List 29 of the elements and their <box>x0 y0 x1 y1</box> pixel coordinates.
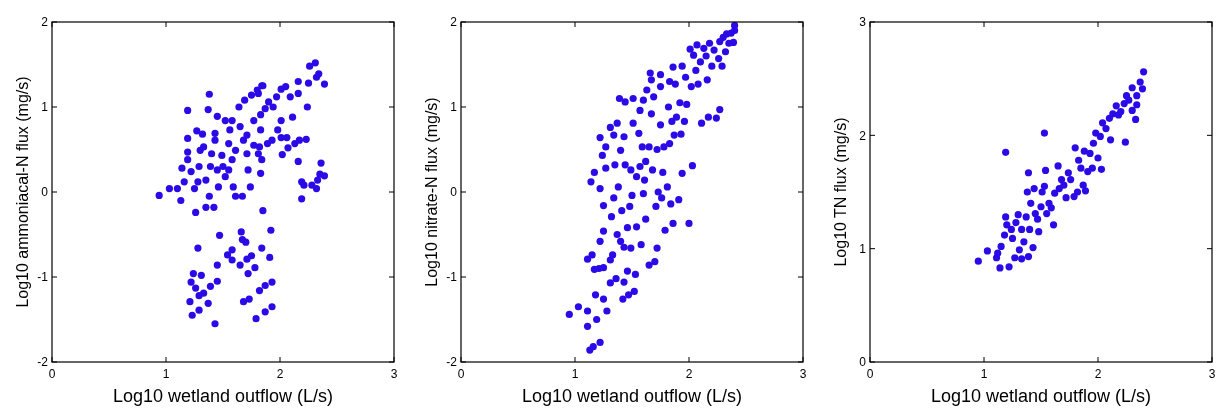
y-tick-label: 2 <box>859 128 867 143</box>
y-axis-title: Log10 ammoniacal-N flux (mg/s) <box>14 76 31 308</box>
x-axis-title: Log10 wetland outflow (L/s) <box>112 386 334 406</box>
x-tick-label: 1 <box>980 367 988 381</box>
x-tick-label: 3 <box>799 367 807 381</box>
y-tick-label: 0 <box>859 355 867 370</box>
y-tick-label: 0 <box>450 185 458 200</box>
y-tick-label: 2 <box>450 15 458 30</box>
y-tick-label: -1 <box>446 270 458 285</box>
y-tick-label: 3 <box>859 15 867 30</box>
y-tick-label: 1 <box>859 241 867 256</box>
x-axis-title: Log10 wetland outflow (L/s) <box>930 386 1152 406</box>
x-tick-label: 3 <box>390 367 398 381</box>
y-axis-title: Log10 nitrate-N flux (mg/s) <box>423 97 440 287</box>
y-tick-label: -2 <box>446 355 458 370</box>
x-tick-label: 1 <box>571 367 579 381</box>
x-axis-title: Log10 wetland outflow (L/s) <box>521 386 743 406</box>
y-tick-label: 2 <box>41 15 49 30</box>
y-tick-label: 0 <box>41 185 49 200</box>
x-tick-label: 2 <box>1094 367 1102 381</box>
x-tick-label: 2 <box>276 367 284 381</box>
y-axis-title: Log10 TN flux (mg/s) <box>832 117 849 267</box>
y-tick-label: 1 <box>41 100 49 115</box>
x-tick-label: 3 <box>1208 367 1216 381</box>
y-tick-label: 1 <box>450 100 458 115</box>
y-tick-label: -2 <box>37 355 49 370</box>
y-tick-label: -1 <box>37 270 49 285</box>
x-tick-label: 2 <box>685 367 693 381</box>
x-tick-label: 1 <box>162 367 170 381</box>
